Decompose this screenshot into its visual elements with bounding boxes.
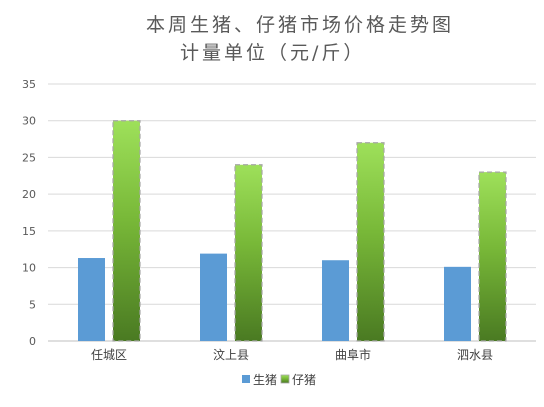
y-tick-label: 10 [22, 262, 36, 275]
bar-zizhu [234, 164, 263, 342]
y-tick-label: 5 [29, 298, 36, 311]
bar-shengzhu [200, 253, 227, 341]
bar-shengzhu [322, 260, 349, 341]
y-tick-label: 20 [22, 188, 36, 201]
y-tick-label: 30 [22, 115, 36, 128]
bar-shengzhu [444, 266, 471, 341]
y-tick-label: 0 [29, 335, 36, 348]
y-tick-label: 15 [22, 225, 36, 238]
x-category-label: 任城区 [91, 348, 127, 362]
bar-zizhu [478, 171, 507, 342]
y-tick-label: 25 [22, 151, 36, 164]
bar-shengzhu [78, 258, 105, 341]
bar-zizhu [112, 120, 141, 342]
chart-title: 本周生猪、仔猪市场价格走势图 [146, 14, 455, 36]
bar-zizhu [356, 142, 385, 342]
chart-subtitle: 计量单位（元/斤） [180, 42, 366, 64]
x-category-label: 汶上县 [213, 347, 249, 362]
legend-swatch [242, 375, 250, 383]
x-category-label: 曲阜市 [335, 347, 371, 362]
y-tick-label: 35 [22, 78, 36, 91]
legend-swatch [280, 374, 290, 384]
legend-label: 仔猪 [292, 373, 316, 387]
legend-label: 生猪 [253, 373, 277, 387]
x-category-label: 泗水县 [457, 348, 493, 362]
